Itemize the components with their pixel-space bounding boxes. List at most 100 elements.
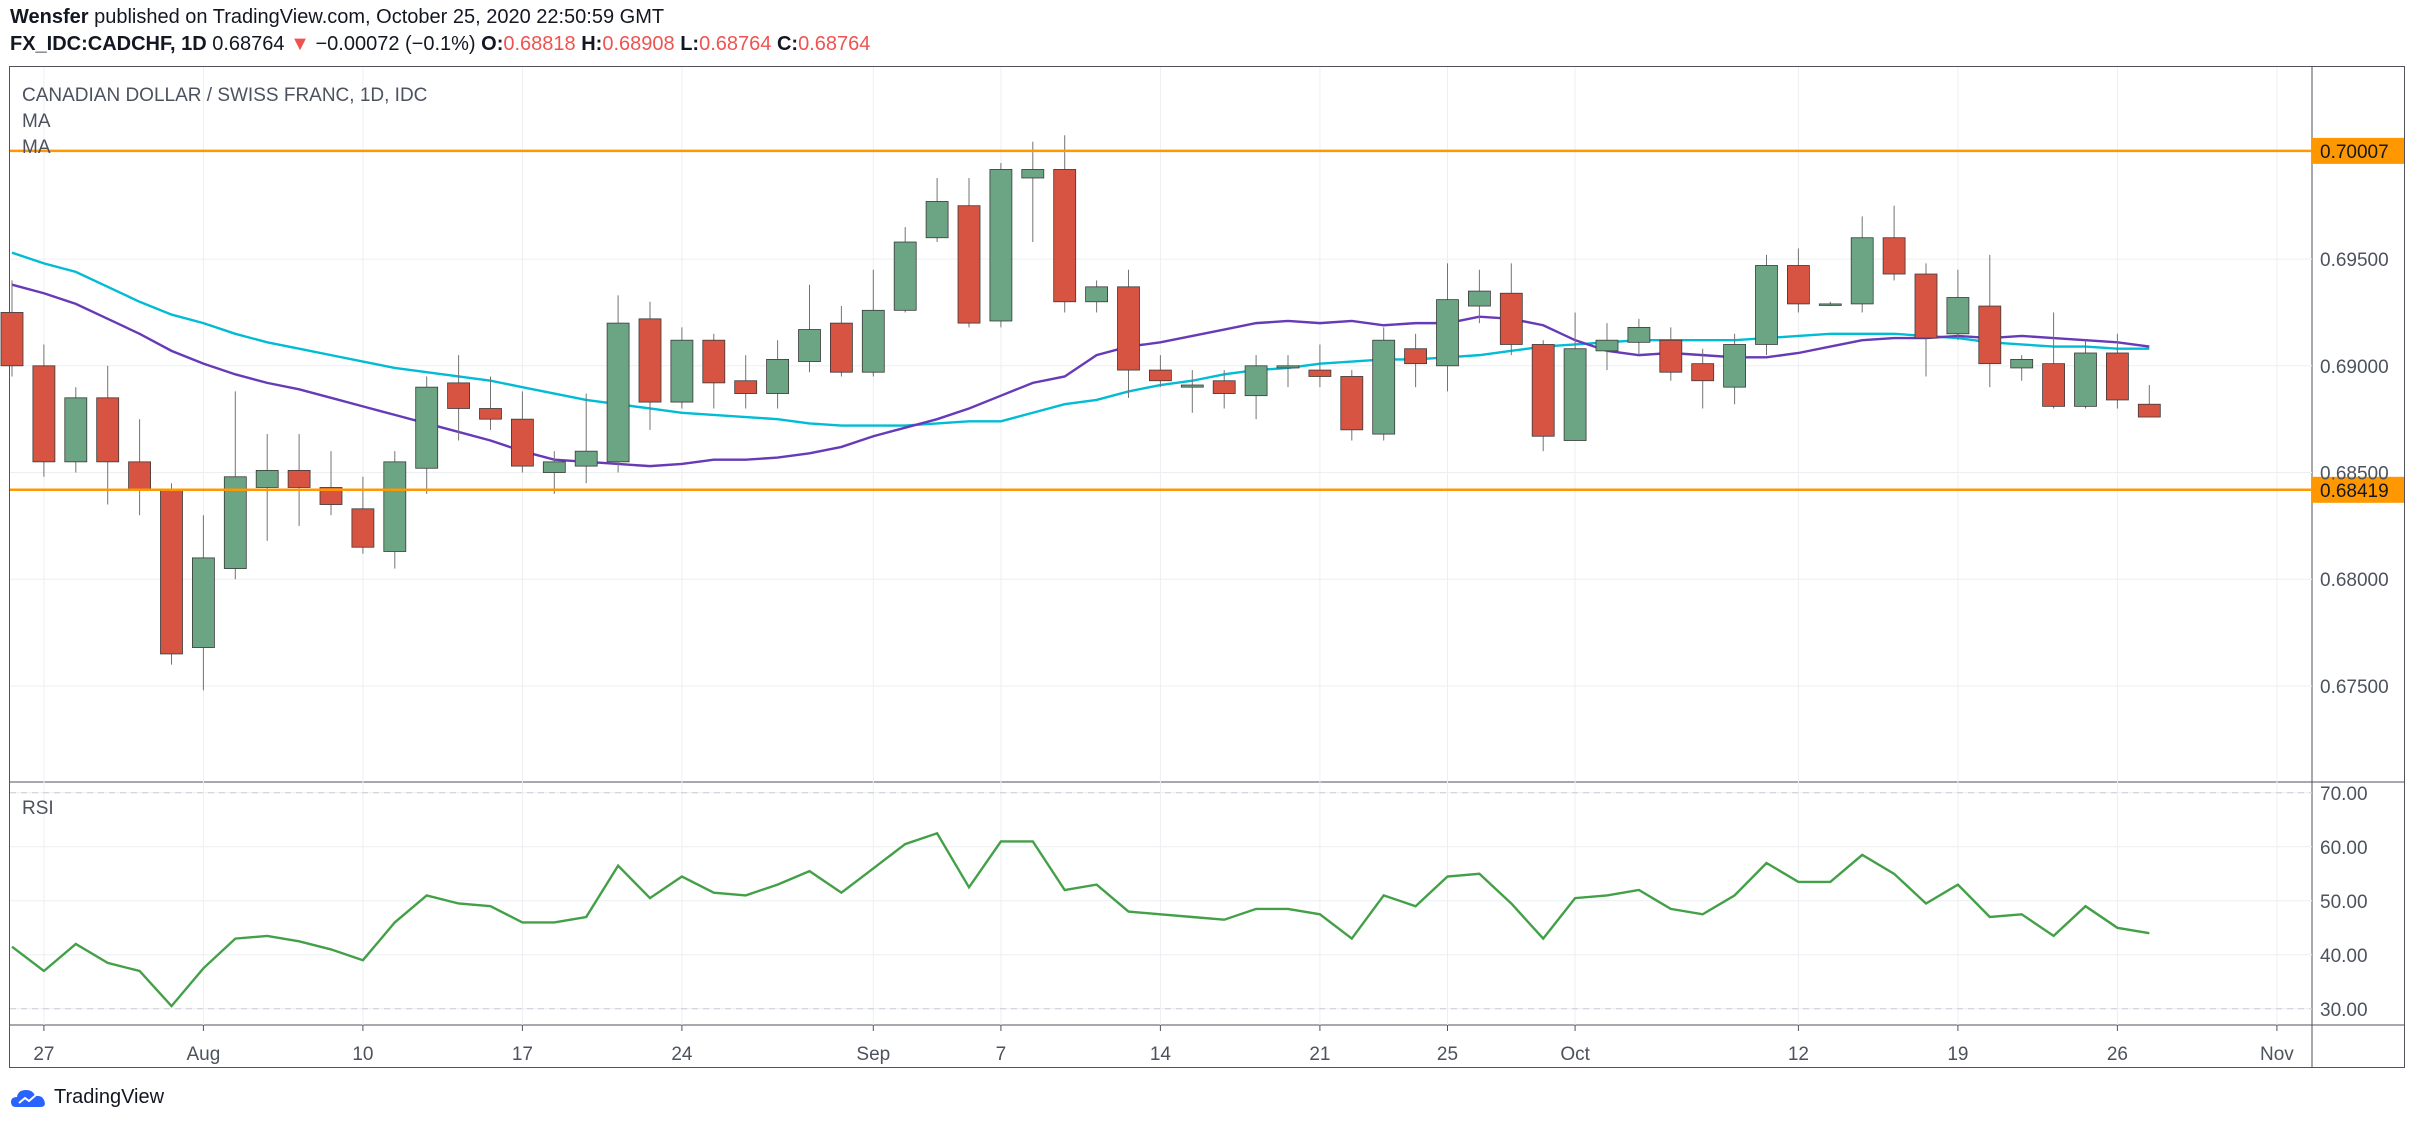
candle-down[interactable] bbox=[1499, 292, 1523, 345]
candle-up[interactable] bbox=[1818, 303, 1842, 306]
price-change: −0.00072 (−0.1%) bbox=[315, 33, 476, 55]
candle-down[interactable] bbox=[1787, 265, 1810, 305]
candle-down[interactable] bbox=[702, 339, 726, 384]
candle-down[interactable] bbox=[1404, 348, 1427, 365]
candle-down[interactable] bbox=[2137, 403, 2161, 418]
time-tick-label: 12 bbox=[1788, 1044, 1809, 1065]
candle-up[interactable] bbox=[1850, 237, 1874, 305]
candle-up[interactable] bbox=[670, 339, 694, 403]
candle-down[interactable] bbox=[1978, 305, 2002, 365]
candle-down[interactable] bbox=[1117, 286, 1140, 371]
candle-up[interactable] bbox=[2074, 352, 2097, 407]
candle-up[interactable] bbox=[925, 201, 949, 239]
candle-up[interactable] bbox=[415, 386, 439, 469]
candle-up[interactable] bbox=[861, 309, 885, 373]
candle-up[interactable] bbox=[1946, 297, 1970, 335]
candle-down[interactable] bbox=[1308, 369, 1332, 377]
time-tick-label: Sep bbox=[856, 1044, 890, 1065]
candle-down[interactable] bbox=[447, 382, 471, 409]
candle-down[interactable] bbox=[479, 408, 502, 420]
candle-down[interactable] bbox=[957, 205, 981, 324]
candle-down[interactable] bbox=[830, 322, 853, 373]
candle-up[interactable] bbox=[1627, 326, 1651, 343]
candle-up[interactable] bbox=[1372, 339, 1396, 435]
candle-up[interactable] bbox=[1595, 339, 1619, 352]
candle-up[interactable] bbox=[989, 169, 1013, 322]
candle-down[interactable] bbox=[1914, 273, 1938, 339]
candle-down[interactable] bbox=[128, 461, 152, 490]
rsi-title[interactable]: RSI bbox=[22, 798, 54, 819]
candle-down[interactable] bbox=[510, 418, 534, 467]
candle-up[interactable] bbox=[1244, 365, 1268, 397]
ma-line-1 bbox=[11, 251, 2150, 427]
candle-up[interactable] bbox=[1180, 384, 1204, 388]
candle-down[interactable] bbox=[287, 469, 311, 488]
time-tick-label: 25 bbox=[1437, 1044, 1458, 1065]
candle-down[interactable] bbox=[319, 487, 343, 505]
candle-down[interactable] bbox=[1212, 380, 1236, 394]
price-tick-label: 0.69500 bbox=[2320, 250, 2389, 271]
candle-down[interactable] bbox=[1691, 363, 1715, 382]
candle-down[interactable] bbox=[2105, 352, 2129, 401]
candle-down[interactable] bbox=[1659, 339, 1683, 373]
candle-up[interactable] bbox=[574, 450, 598, 467]
candle-up[interactable] bbox=[1468, 290, 1491, 307]
symbol-label: FX_IDC:CADCHF, 1D bbox=[10, 33, 207, 55]
horizontal-levels[interactable]: 0.70007 0.68419 bbox=[10, 137, 2404, 503]
chart-frame bbox=[9, 66, 2405, 1068]
price-axis[interactable]: 0.67500 0.68000 0.68500 0.69000 0.69500 30.00… bbox=[2320, 250, 2389, 1021]
candle-down[interactable] bbox=[351, 508, 375, 548]
symbol-info: FX_IDC:CADCHF, 1D 0.68764 ▼ −0.00072 (−0… bbox=[10, 33, 870, 56]
candle-up[interactable] bbox=[766, 359, 789, 394]
candle-up[interactable] bbox=[542, 461, 566, 473]
candle-down[interactable] bbox=[0, 312, 24, 367]
price-tick-label: 0.67500 bbox=[2320, 677, 2389, 698]
grid-lines bbox=[10, 67, 2312, 1025]
candle-up[interactable] bbox=[255, 469, 279, 488]
candles[interactable] bbox=[0, 135, 2161, 691]
candle-down[interactable] bbox=[1340, 376, 1364, 431]
candle-up[interactable] bbox=[383, 461, 407, 552]
time-tick-label: 19 bbox=[1947, 1044, 1968, 1065]
candle-up[interactable] bbox=[1085, 286, 1108, 303]
candle-down[interactable] bbox=[638, 318, 662, 403]
publish-text: published on TradingView.com, October 25… bbox=[94, 6, 665, 28]
candle-up[interactable] bbox=[1563, 348, 1587, 441]
tradingview-footer[interactable]: TradingView bbox=[10, 1086, 164, 1109]
ma-legend-2[interactable]: MA bbox=[22, 137, 51, 158]
time-tick-label: Nov bbox=[2260, 1044, 2294, 1065]
candle-down[interactable] bbox=[734, 380, 758, 394]
candle-up[interactable] bbox=[798, 329, 821, 362]
candle-down[interactable] bbox=[1149, 369, 1172, 382]
candle-down[interactable] bbox=[1531, 344, 1555, 437]
candle-up[interactable] bbox=[606, 322, 630, 463]
candle-up[interactable] bbox=[1021, 169, 1045, 179]
candle-up[interactable] bbox=[191, 557, 215, 648]
candle-up[interactable] bbox=[223, 476, 247, 569]
level-price-tag bbox=[2312, 137, 2404, 164]
candle-down[interactable] bbox=[1053, 169, 1077, 303]
candle-down[interactable] bbox=[1882, 237, 1906, 275]
candle-down[interactable] bbox=[160, 489, 183, 655]
candle-down[interactable] bbox=[32, 365, 56, 463]
time-axis[interactable]: 27 Aug 10 17 24 Sep 7 14 21 25 Oct 12 19 26 Nov bbox=[33, 1025, 2294, 1065]
level-price-label: 0.70007 bbox=[2320, 142, 2389, 163]
candle-up[interactable] bbox=[1436, 299, 1459, 367]
candle-up[interactable] bbox=[2010, 359, 2034, 369]
ma-legend-1[interactable]: MA bbox=[22, 111, 51, 132]
ma-line-2 bbox=[11, 283, 2150, 468]
candle-down[interactable] bbox=[2042, 363, 2065, 407]
candle-up[interactable] bbox=[893, 241, 917, 311]
last-price: 0.68764 bbox=[212, 33, 285, 55]
candle-up[interactable] bbox=[1276, 365, 1300, 369]
candle-up[interactable] bbox=[64, 397, 88, 463]
price-tick-label: 0.68500 bbox=[2320, 464, 2389, 485]
candle-up[interactable] bbox=[1755, 265, 1778, 345]
rsi-series-line bbox=[11, 831, 2150, 1008]
time-tick-label: 26 bbox=[2107, 1044, 2128, 1065]
rsi-tick-label: 60.00 bbox=[2320, 838, 2368, 859]
candle-up[interactable] bbox=[1723, 344, 1746, 388]
tradingview-cloud-icon bbox=[11, 1089, 45, 1107]
candle-down[interactable] bbox=[96, 397, 120, 463]
